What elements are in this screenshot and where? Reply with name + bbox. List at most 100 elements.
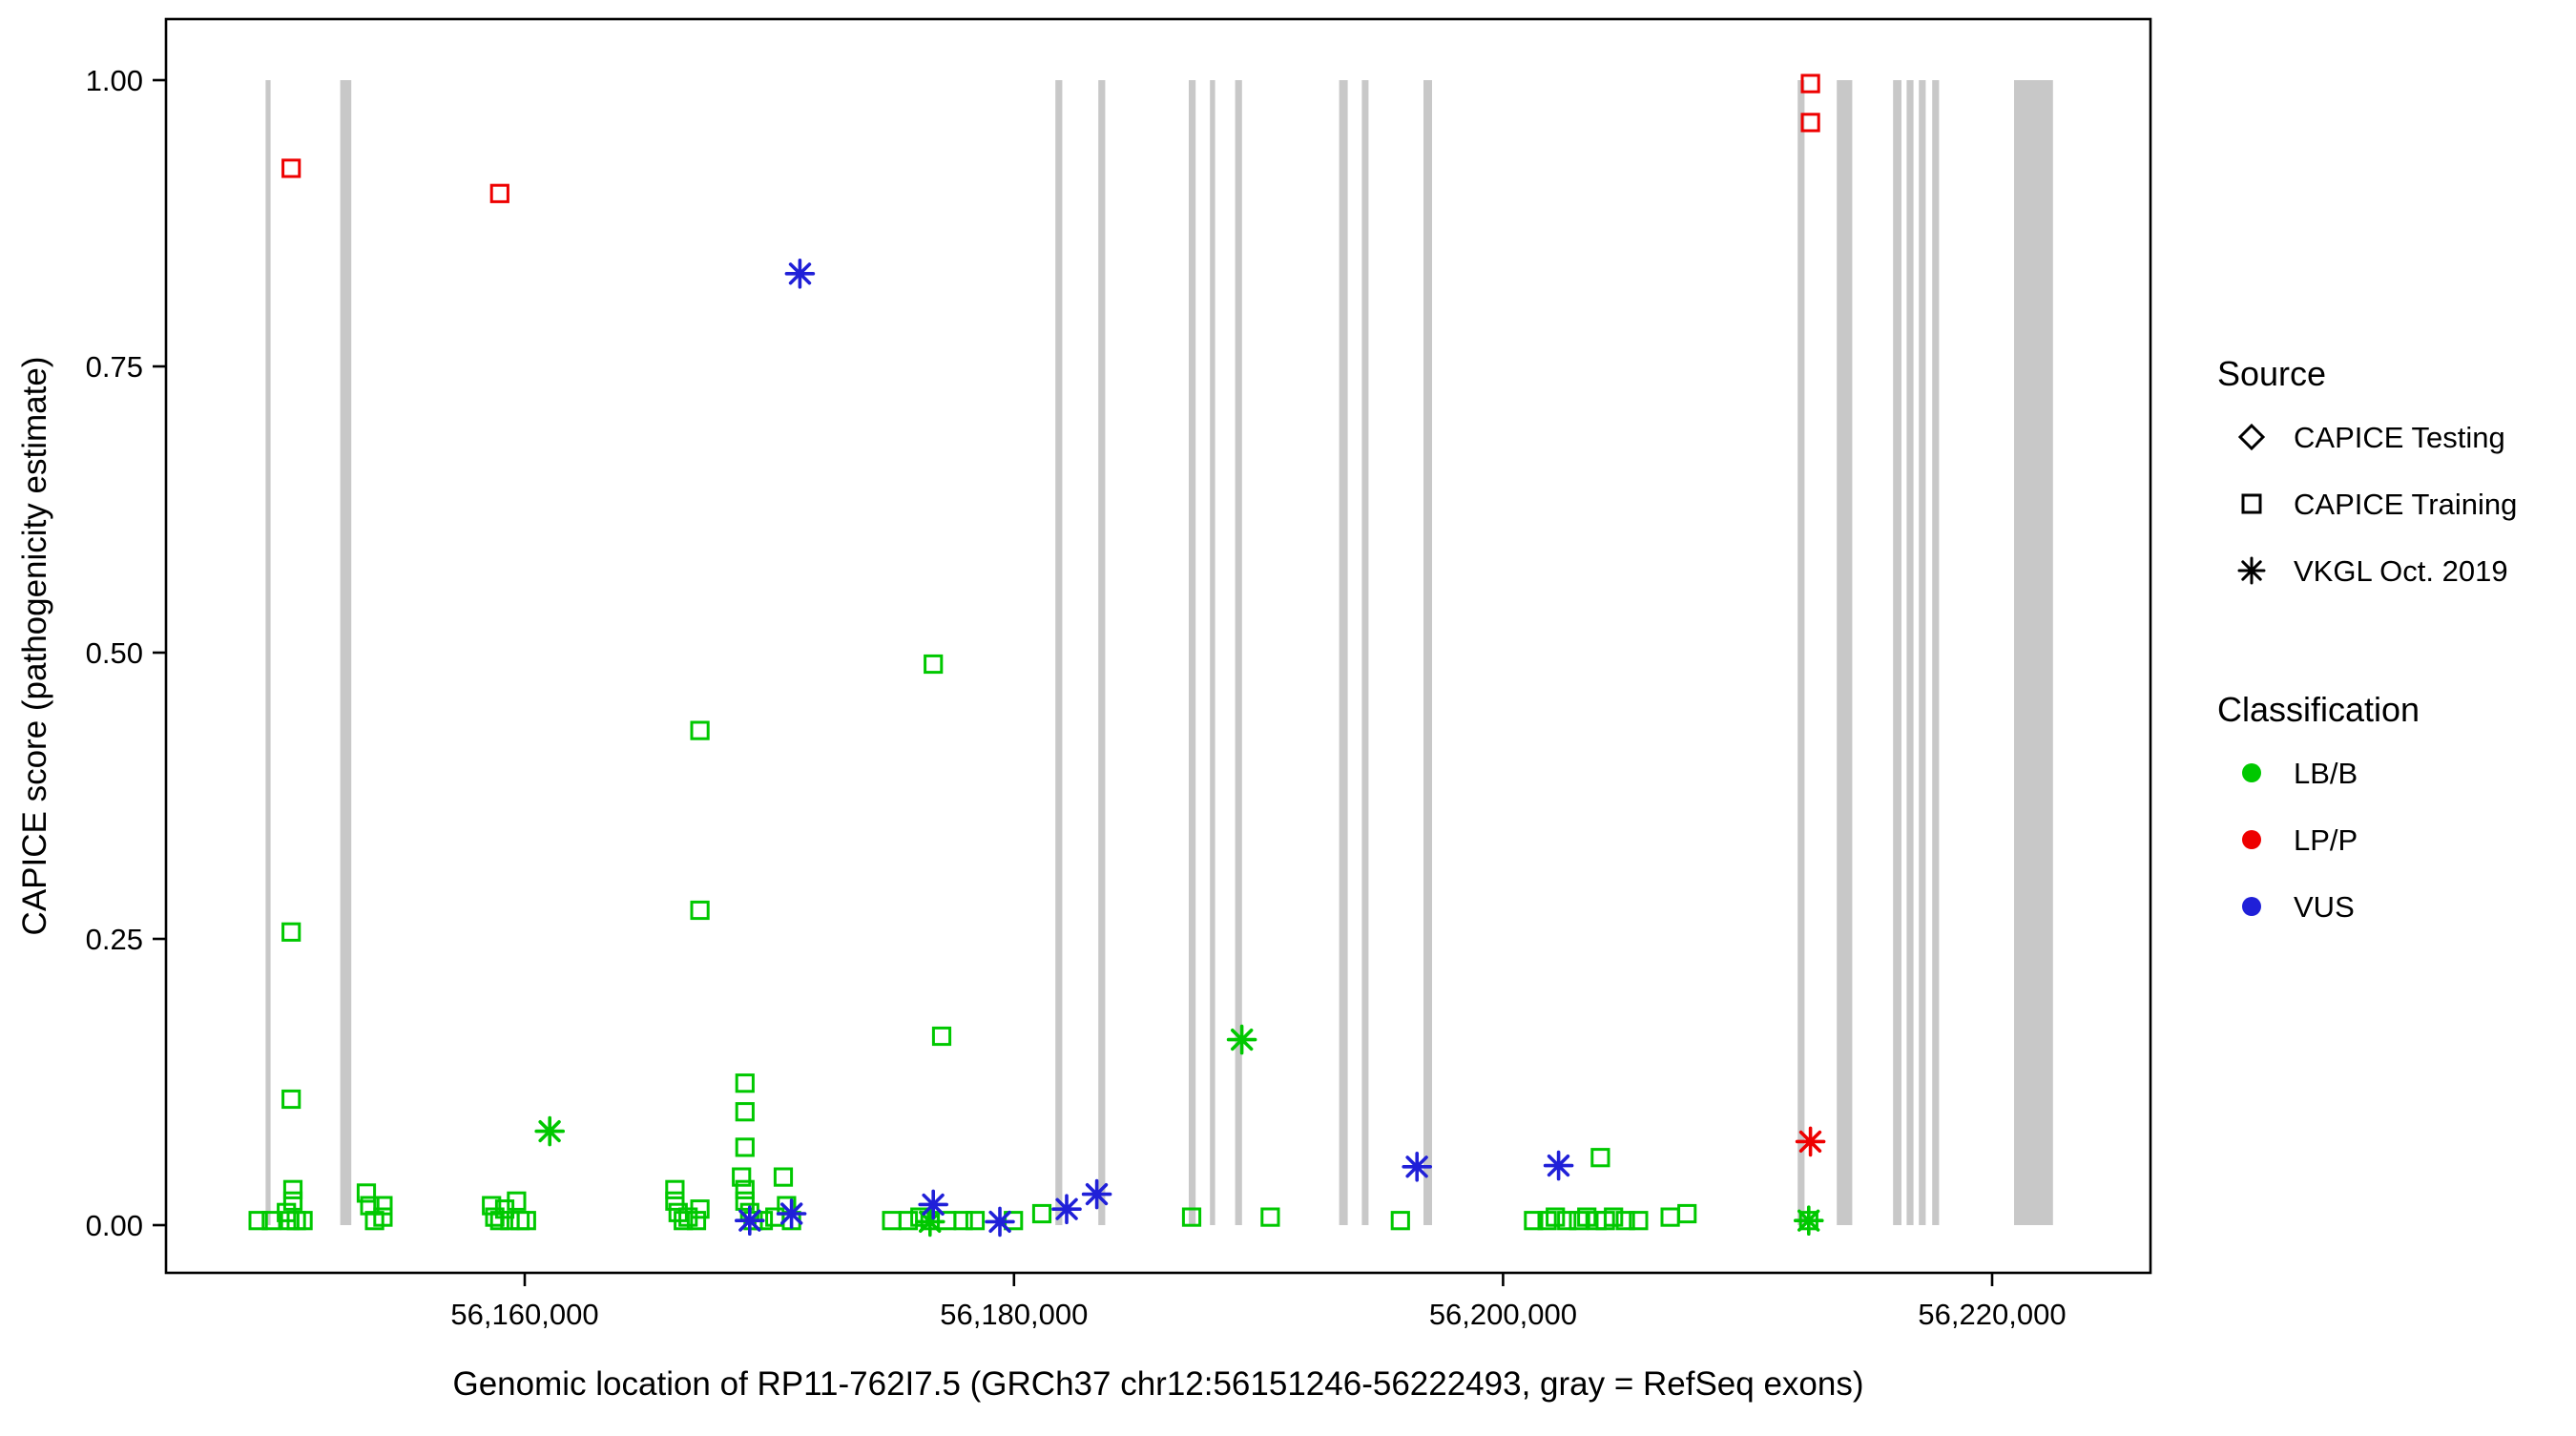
legend-classification-item-label: VUS (2294, 890, 2355, 924)
legend-source-item: CAPICE Testing (2237, 421, 2505, 454)
data-point (516, 1211, 536, 1231)
data-point (735, 1102, 755, 1122)
data-point (690, 1199, 710, 1219)
data-point (534, 1115, 565, 1147)
data-point (686, 1211, 707, 1231)
data-point (281, 922, 301, 942)
data-point (1051, 1194, 1082, 1224)
legend-source-item: VKGL Oct. 2019 (2237, 554, 2508, 588)
data-point (985, 1206, 1015, 1238)
data-point (1590, 1148, 1610, 1168)
data-point (489, 183, 509, 203)
refseq-exon-bar (1361, 80, 1369, 1225)
data-point (735, 1191, 755, 1211)
data-point (248, 1211, 268, 1231)
data-point (1546, 1207, 1566, 1227)
y-tick-label: 0.50 (86, 636, 143, 670)
data-point (282, 1179, 303, 1199)
legend-classification-item: LP/P (2242, 823, 2358, 857)
data-point (690, 720, 710, 740)
data-point (776, 1198, 807, 1229)
data-point (1604, 1207, 1624, 1227)
legend-classification-item-label: LP/P (2294, 823, 2358, 857)
refseq-exon-bar (1235, 80, 1242, 1225)
data-point (1577, 1207, 1597, 1227)
refseq-exon-bar (1423, 80, 1432, 1225)
x-tick-label: 56,220,000 (1918, 1298, 2066, 1331)
data-point (1677, 1203, 1697, 1224)
data-point (918, 1189, 948, 1220)
refseq-exon-bar (1189, 80, 1196, 1225)
refseq-exon-bar (1797, 80, 1805, 1225)
x-tick-label: 56,160,000 (450, 1298, 598, 1331)
data-point (281, 1089, 301, 1110)
data-point (784, 259, 816, 289)
data-point (1615, 1211, 1635, 1231)
legend-classification-title: Classification (2217, 690, 2420, 729)
data-point (674, 1211, 694, 1231)
data-point (690, 900, 710, 921)
data-point (732, 1167, 752, 1187)
refseq-exon-bar (1906, 80, 1914, 1225)
x-tick-label: 56,200,000 (1429, 1298, 1577, 1331)
legend-classification-item-label: LB/B (2294, 757, 2358, 790)
refseq-exon-bar (1098, 80, 1106, 1225)
data-point (281, 158, 301, 178)
data-point (953, 1211, 973, 1231)
data-point (1524, 1211, 1544, 1231)
data-point (489, 1211, 509, 1231)
legend-source-item-label: VKGL Oct. 2019 (2294, 554, 2508, 588)
y-tick-label: 0.75 (86, 350, 143, 384)
data-point (1629, 1211, 1649, 1231)
legend-source-title: Source (2217, 354, 2326, 393)
refseq-exon-bar (340, 80, 352, 1225)
data-point (773, 1167, 794, 1187)
data-point (1800, 113, 1820, 133)
data-point (665, 1179, 685, 1199)
data-point (1390, 1211, 1410, 1231)
data-point (965, 1211, 986, 1231)
data-point (735, 1137, 755, 1157)
refseq-exon-bar (1339, 80, 1348, 1225)
data-point (665, 1191, 685, 1211)
data-point (356, 1183, 377, 1203)
y-tick-label: 0.00 (86, 1209, 143, 1242)
data-point (1402, 1152, 1432, 1182)
data-point (915, 1206, 945, 1238)
legend-source-item: CAPICE Training (2241, 488, 2517, 521)
data-point (1794, 1205, 1824, 1236)
panel-border (164, 17, 2152, 1275)
data-point (1181, 1207, 1202, 1227)
refseq-exon-bar (2014, 80, 2053, 1225)
y-tick-label: 0.25 (86, 923, 143, 956)
data-point (293, 1211, 313, 1231)
refseq-exon-bar (265, 80, 271, 1225)
data-point (735, 1205, 765, 1236)
plot-panel (166, 19, 2150, 1273)
refseq-exon-bar (1210, 80, 1215, 1225)
data-point (1543, 1150, 1574, 1181)
data-point (1260, 1207, 1280, 1227)
data-point (910, 1207, 930, 1227)
data-point (1081, 1178, 1112, 1210)
legend-classification-item: VUS (2242, 890, 2355, 924)
data-point (931, 1026, 952, 1047)
data-point (1557, 1211, 1577, 1231)
x-tick-label: 56,180,000 (940, 1298, 1088, 1331)
legend-source-item-label: CAPICE Training (2294, 488, 2517, 521)
legend-classification-item: LB/B (2242, 757, 2358, 790)
y-tick-label: 1.00 (86, 64, 143, 97)
data-point (1795, 1126, 1826, 1157)
data-point (373, 1196, 393, 1216)
data-point (507, 1191, 527, 1211)
data-point (1226, 1024, 1257, 1055)
refseq-exon-bar (1055, 80, 1063, 1225)
data-point (1800, 73, 1820, 94)
refseq-exon-bar (1919, 80, 1926, 1225)
refseq-exon-bar (1837, 80, 1853, 1225)
refseq-exon-bar (1932, 80, 1940, 1225)
data-point (360, 1196, 380, 1216)
data-point (1031, 1203, 1052, 1224)
data-point (282, 1191, 303, 1211)
